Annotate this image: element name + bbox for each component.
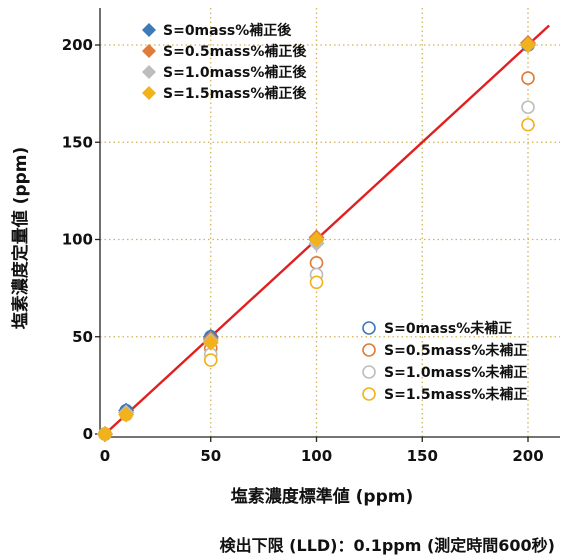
legend-marker-circle — [362, 343, 376, 357]
legend-label: S=0mass%補正後 — [163, 22, 292, 39]
uncorrected-point — [521, 100, 535, 115]
uncorrected-point — [203, 353, 218, 367]
uncorrected-point — [309, 275, 324, 290]
y-tick-label: 50 — [72, 328, 93, 346]
legend-marker-diamond — [142, 86, 156, 100]
corrected-point — [520, 37, 536, 53]
corrected-point — [308, 231, 325, 248]
y-tick-label: 0 — [83, 425, 93, 443]
legend-label: S=0.5mass%未補正 — [384, 342, 527, 359]
legend-marker-circle — [362, 365, 376, 379]
y-tick-label: 100 — [62, 231, 93, 249]
reference-line — [104, 24, 550, 435]
corrected-point — [118, 406, 135, 423]
x-tick-label: 200 — [512, 447, 543, 465]
legend-label: S=0.5mass%補正後 — [163, 43, 307, 60]
footnote: 検出下限 (LLD)：0.1ppm (測定時間600秒) — [220, 536, 555, 555]
legend-label: S=1.5mass%補正後 — [163, 85, 307, 102]
uncorrected-point — [521, 117, 535, 132]
legend-label: S=0mass%未補正 — [384, 320, 512, 337]
uncorrected-point — [309, 256, 324, 270]
x-tick-label: 0 — [100, 447, 110, 465]
data-points — [97, 35, 536, 442]
axes — [95, 8, 560, 442]
x-tick-label: 100 — [301, 447, 332, 465]
y-axis-title: 塩素濃度定量値 (ppm) — [10, 147, 31, 330]
legend-marker-diamond — [142, 44, 156, 58]
legend-label: S=1.5mass%未補正 — [384, 386, 527, 403]
legend-marker-circle — [362, 321, 376, 335]
legend-corrected: S=0mass%補正後 S=0.5mass%補正後 S=1.0mass%補正後 S=1… — [142, 22, 307, 102]
x-tick-label: 150 — [407, 447, 438, 465]
y-tick-labels: 0 50 100 150 200 — [62, 36, 93, 443]
x-tick-labels: 0 50 100 150 200 — [100, 447, 544, 465]
y-tick-label: 150 — [62, 133, 93, 151]
x-axis-title: 塩素濃度標準値 (ppm) — [231, 486, 414, 507]
x-tick-label: 50 — [200, 447, 221, 465]
uncorrected-point — [521, 71, 535, 85]
legend-label: S=1.0mass%未補正 — [384, 364, 527, 381]
legend-marker-diamond — [142, 65, 156, 79]
corrected-point — [202, 334, 219, 351]
y-tick-label: 200 — [62, 36, 93, 54]
legend-uncorrected: S=0mass%未補正 S=0.5mass%未補正 S=1.0mass%未補正 S=1… — [362, 320, 527, 403]
legend-label: S=1.0mass%補正後 — [163, 64, 307, 81]
grid — [100, 8, 560, 437]
corrected-point — [97, 426, 113, 442]
legend-marker-circle — [362, 387, 376, 401]
legend-marker-diamond — [142, 23, 156, 37]
